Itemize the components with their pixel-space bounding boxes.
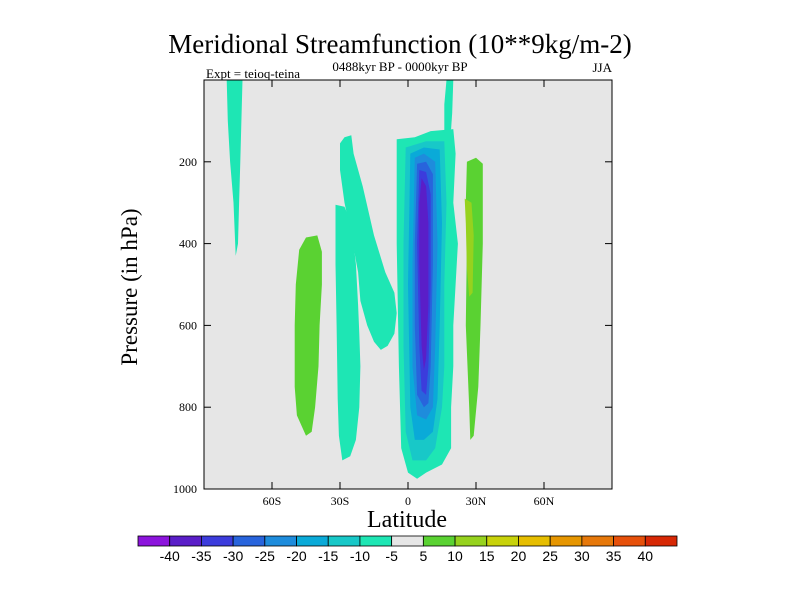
x-tick-label: 60N (534, 494, 555, 508)
chart-subtitle: 0488kyr BP - 0000kyr BP (332, 59, 468, 74)
contour-regions (226, 80, 483, 479)
y-tick-label: 600 (179, 318, 197, 332)
colorbar-box (327, 535, 361, 547)
colorbar-label: 5 (419, 548, 427, 564)
colorbar-box (644, 535, 678, 547)
colorbar-label: -30 (223, 548, 243, 564)
y-tick-label: 200 (179, 155, 197, 169)
y-tick-label: 400 (179, 237, 197, 251)
colorbar-label: 10 (447, 548, 463, 564)
colorbar-box (486, 535, 519, 547)
colorbar-label: -10 (350, 548, 370, 564)
colorbar-label: 35 (606, 548, 622, 564)
region-cyan-plume-25S (335, 204, 361, 461)
colorbar-box (264, 535, 297, 547)
region-cyan-band-diagonal (340, 135, 397, 350)
y-tick-label: 1000 (173, 482, 197, 496)
chart-title: Meridional Streamfunction (10**9kg/m-2) (168, 29, 632, 59)
colorbar-box (232, 535, 266, 547)
colorbar-label: -5 (385, 548, 398, 564)
y-tick-label: 800 (179, 400, 197, 414)
colorbar-box (296, 535, 329, 547)
colorbar-label: 25 (542, 548, 558, 564)
colorbar-box (422, 535, 456, 547)
x-tick-label: 60S (263, 494, 282, 508)
colorbar-label: 40 (638, 548, 654, 564)
region-level-35-core (419, 178, 429, 371)
experiment-label: Expt = teioq-teina (206, 66, 300, 81)
colorbar-label: -15 (318, 548, 338, 564)
x-axis-label: Latitude (367, 507, 447, 533)
region-green-blob-45S (294, 235, 322, 436)
colorbar-label: 20 (511, 548, 527, 564)
region-yellow-green-core-30N (464, 198, 474, 297)
colorbar-box (581, 535, 614, 547)
colorbar-box (137, 535, 171, 547)
colorbar-box (359, 535, 393, 547)
x-tick-label: 30N (466, 494, 487, 508)
colorbar-box (201, 535, 234, 547)
region-cyan-plume-20N (444, 80, 454, 134)
region-cyan-plume-80S (226, 80, 243, 256)
x-tick-label: 0 (405, 494, 411, 508)
colorbar-box (613, 535, 646, 547)
colorbar-label: -35 (191, 548, 211, 564)
colorbar-label: -40 (160, 548, 180, 564)
colorbar-label: 30 (574, 548, 590, 564)
colorbar-box (391, 535, 424, 547)
season-label: JJA (592, 60, 612, 75)
colorbar-box (518, 535, 551, 547)
colorbar-label: 15 (479, 548, 495, 564)
colorbar-box (549, 535, 583, 547)
x-tick-label: 30S (331, 494, 350, 508)
colorbar-label: -25 (255, 548, 275, 564)
colorbar-box (169, 535, 202, 547)
colorbar-box (454, 535, 488, 547)
colorbar-label: -20 (286, 548, 306, 564)
